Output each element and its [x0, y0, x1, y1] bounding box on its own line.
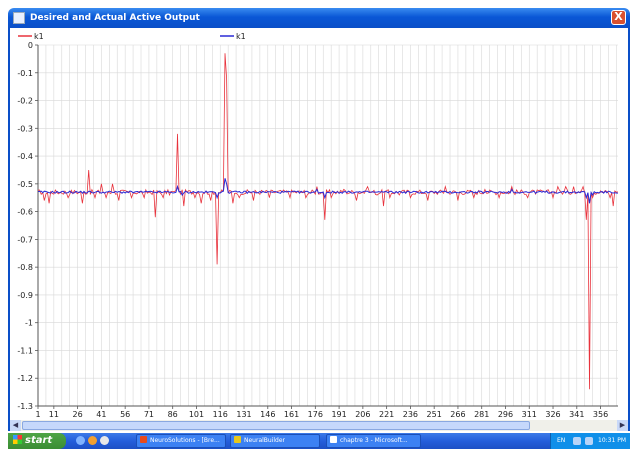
x-tick-label: 311 — [522, 410, 537, 419]
x-tick-label: 41 — [96, 410, 106, 419]
taskbar-item-neurosolutions[interactable]: NeuroSolutions - [Bre... — [136, 434, 226, 448]
task-label: chaptre 3 - Microsoft... — [340, 437, 408, 444]
word-document-icon — [330, 436, 337, 443]
y-tick-label: -0.1 — [17, 69, 33, 78]
taskbar-item-word[interactable]: chaptre 3 - Microsoft... — [326, 434, 421, 448]
y-tick-label: -0.7 — [17, 235, 33, 244]
neuralbuilder-app-icon — [234, 436, 241, 443]
y-tick-label: -0.3 — [17, 124, 33, 133]
start-label: start — [25, 435, 53, 446]
x-tick-label: 161 — [284, 410, 299, 419]
line-chart: 0 -0.1 -0.2 -0.3 -0.4 -0.5 -0.6 -0.7 -0.8 -0.9 -1 -… — [17, 32, 619, 419]
taskbar-item-neuralbuilder[interactable]: NeuralBuilder — [230, 434, 320, 448]
x-tick-label: 221 — [379, 410, 394, 419]
x-tick-label: 26 — [73, 410, 83, 419]
x-tick-label: 71 — [144, 410, 154, 419]
x-tick-label: 176 — [308, 410, 323, 419]
x-tick-label: 11 — [49, 410, 59, 419]
y-tick-label: -0.4 — [17, 152, 33, 161]
y-tick-label: -1.1 — [17, 346, 33, 355]
y-tick-label: -0.8 — [17, 263, 33, 272]
close-button[interactable]: X — [611, 10, 626, 25]
x-tick-label: 206 — [355, 410, 370, 419]
windows-flag-icon — [13, 435, 22, 444]
legend-label-desired: k1 — [34, 32, 44, 41]
system-tray: EN 10:31 PM — [550, 433, 630, 449]
y-tick-label: -0.5 — [17, 180, 33, 189]
x-tick-label: 1 — [35, 410, 40, 419]
y-tick-label: -0.6 — [17, 208, 33, 217]
quicklaunch-browser-icon[interactable] — [100, 436, 109, 445]
y-tick-label: 0 — [28, 41, 33, 50]
x-tick-label: 326 — [545, 410, 560, 419]
x-tick-label: 251 — [427, 410, 442, 419]
y-tick-label: -1 — [25, 319, 33, 328]
tray-volume-icon[interactable] — [585, 437, 593, 445]
task-label: NeuroSolutions - [Bre... — [150, 437, 220, 444]
x-tick-label: 341 — [569, 410, 584, 419]
window-icon — [13, 12, 25, 24]
scroll-left-arrow-icon[interactable]: ◀ — [10, 420, 21, 431]
scrollbar-thumb[interactable] — [22, 421, 530, 430]
x-tick-label: 116 — [213, 410, 228, 419]
x-tick-label: 356 — [593, 410, 608, 419]
x-tick-label: 281 — [474, 410, 489, 419]
y-tick-label: -0.2 — [17, 97, 33, 106]
series-line-actual — [37, 178, 619, 204]
tray-network-icon[interactable] — [573, 437, 581, 445]
x-tick-label: 191 — [331, 410, 346, 419]
chart-area: 0 -0.1 -0.2 -0.3 -0.4 -0.5 -0.6 -0.7 -0.8 -0.9 -1 -… — [8, 28, 630, 420]
y-tick-label: -0.9 — [17, 291, 33, 300]
x-tick-label: 56 — [120, 410, 130, 419]
neurosolutions-app-icon — [140, 436, 147, 443]
quicklaunch-media-icon[interactable] — [88, 436, 97, 445]
x-tick-label: 266 — [450, 410, 465, 419]
window-title-bar[interactable]: Desired and Actual Active Output X — [8, 8, 630, 28]
taskbar: start NeuroSolutions - [Bre... NeuralBui… — [8, 433, 630, 449]
x-tick-label: 296 — [498, 410, 513, 419]
quicklaunch-globe-icon[interactable] — [76, 436, 85, 445]
legend-label-actual: k1 — [236, 32, 246, 41]
clock: 10:31 PM — [598, 437, 626, 444]
x-tick-label: 86 — [168, 410, 178, 419]
y-tick-label: -1.2 — [17, 374, 33, 383]
start-button[interactable]: start — [8, 433, 66, 449]
task-label: NeuralBuilder — [244, 437, 286, 444]
y-tick-label: -1.3 — [17, 402, 33, 411]
scroll-right-arrow-icon[interactable]: ▶ — [617, 420, 628, 431]
window-title: Desired and Actual Active Output — [30, 13, 200, 23]
x-tick-label: 146 — [260, 410, 275, 419]
x-tick-label: 131 — [236, 410, 251, 419]
horizontal-scrollbar[interactable]: ◀ ▶ — [8, 420, 630, 431]
x-tick-label: 101 — [189, 410, 204, 419]
language-indicator[interactable]: EN — [557, 437, 566, 444]
x-tick-label: 236 — [403, 410, 418, 419]
